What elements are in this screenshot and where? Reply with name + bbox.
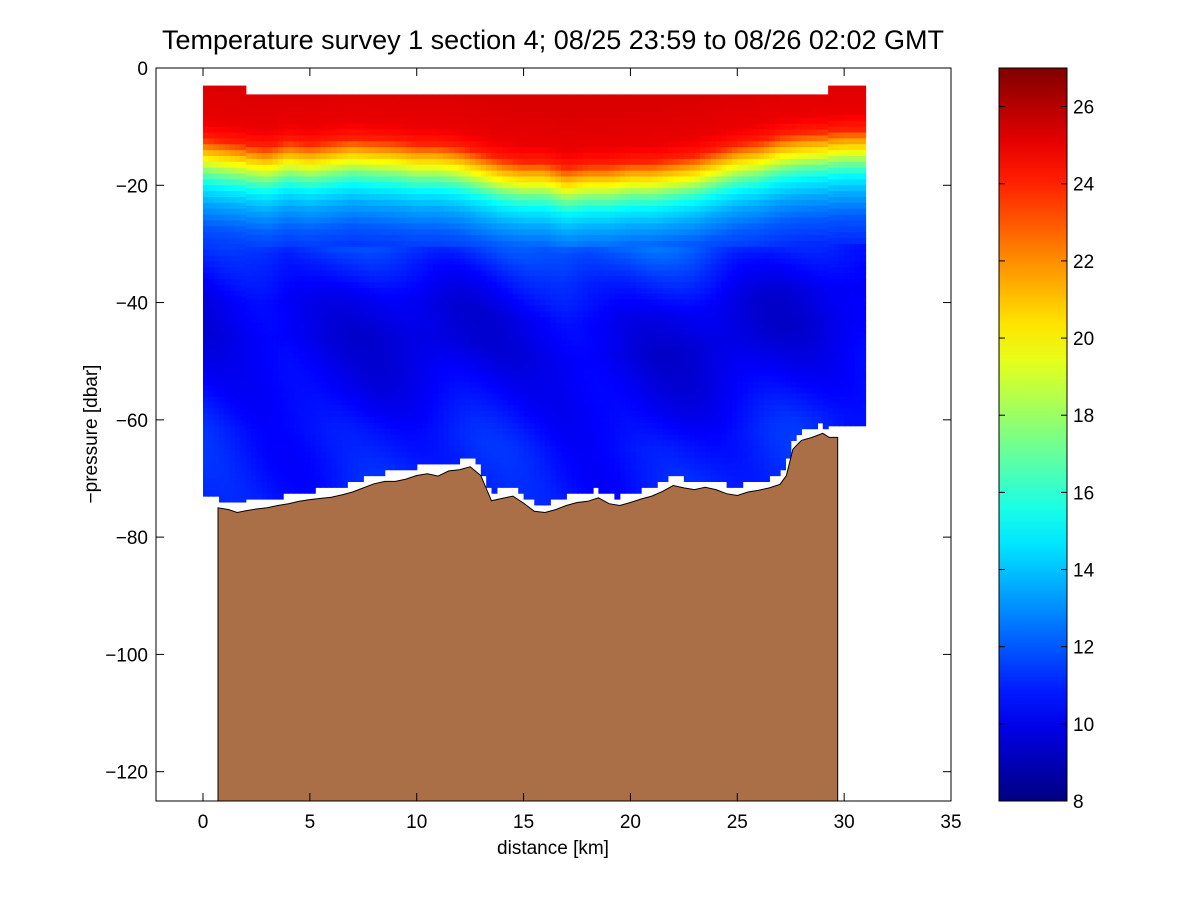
colorbar-tick-label: 22 [1073, 252, 1094, 273]
x-tick-label: 10 [406, 812, 427, 833]
y-tick-label: −40 [116, 294, 148, 315]
x-tick-label: 35 [940, 812, 961, 833]
x-tick-label: 5 [305, 812, 316, 833]
y-tick-label: −80 [116, 528, 148, 549]
plot-frame [155, 67, 952, 802]
colorbar-ticks: 8 10 12 14 16 18 20 22 24 26 [999, 98, 1095, 813]
y-tick-label: −60 [116, 411, 148, 432]
colorbar-tick-label: 16 [1073, 483, 1094, 504]
y-axis: 0 −20 −40 −60 −80 −100 −120 [105, 59, 951, 784]
colorbar-tick-label: 20 [1073, 329, 1094, 350]
chart-title: Temperature survey 1 section 4; 08/25 23… [162, 25, 944, 55]
colorbar-tick-label: 26 [1073, 98, 1094, 119]
x-tick-label: 20 [620, 812, 641, 833]
x-tick-label: 30 [834, 812, 855, 833]
x-tick-label: 25 [727, 812, 748, 833]
y-tick-label: −120 [105, 763, 148, 784]
x-axis-label: distance [km] [497, 838, 609, 859]
colorbar-tick-label: 14 [1073, 561, 1095, 582]
plot-area: 0 5 10 15 20 25 30 35 0 −20 −40 −60 −80 −100 −120 [105, 59, 961, 833]
colorbar-tick-label: 24 [1073, 175, 1095, 196]
colorbar-tick-label: 10 [1073, 715, 1094, 736]
temperature-field [203, 85, 867, 506]
colorbar-tick-label: 18 [1073, 406, 1094, 427]
colorbar: 8 10 12 14 16 18 20 22 24 26 [998, 67, 1095, 813]
colorbar-frame [998, 67, 1068, 802]
seafloor-bathymetry [217, 432, 839, 801]
colorbar-tick-label: 12 [1073, 638, 1094, 659]
y-tick-label: −20 [116, 176, 148, 197]
x-axis: 0 5 10 15 20 25 30 35 [198, 68, 962, 833]
y-axis-label: −pressure [dbar] [81, 365, 102, 504]
y-tick-label: −100 [105, 645, 148, 666]
colorbar-scale [999, 68, 1067, 801]
x-tick-label: 0 [198, 812, 209, 833]
colorbar-tick-label: 8 [1073, 792, 1084, 813]
x-tick-label: 15 [513, 812, 534, 833]
y-tick-label: 0 [137, 59, 148, 80]
